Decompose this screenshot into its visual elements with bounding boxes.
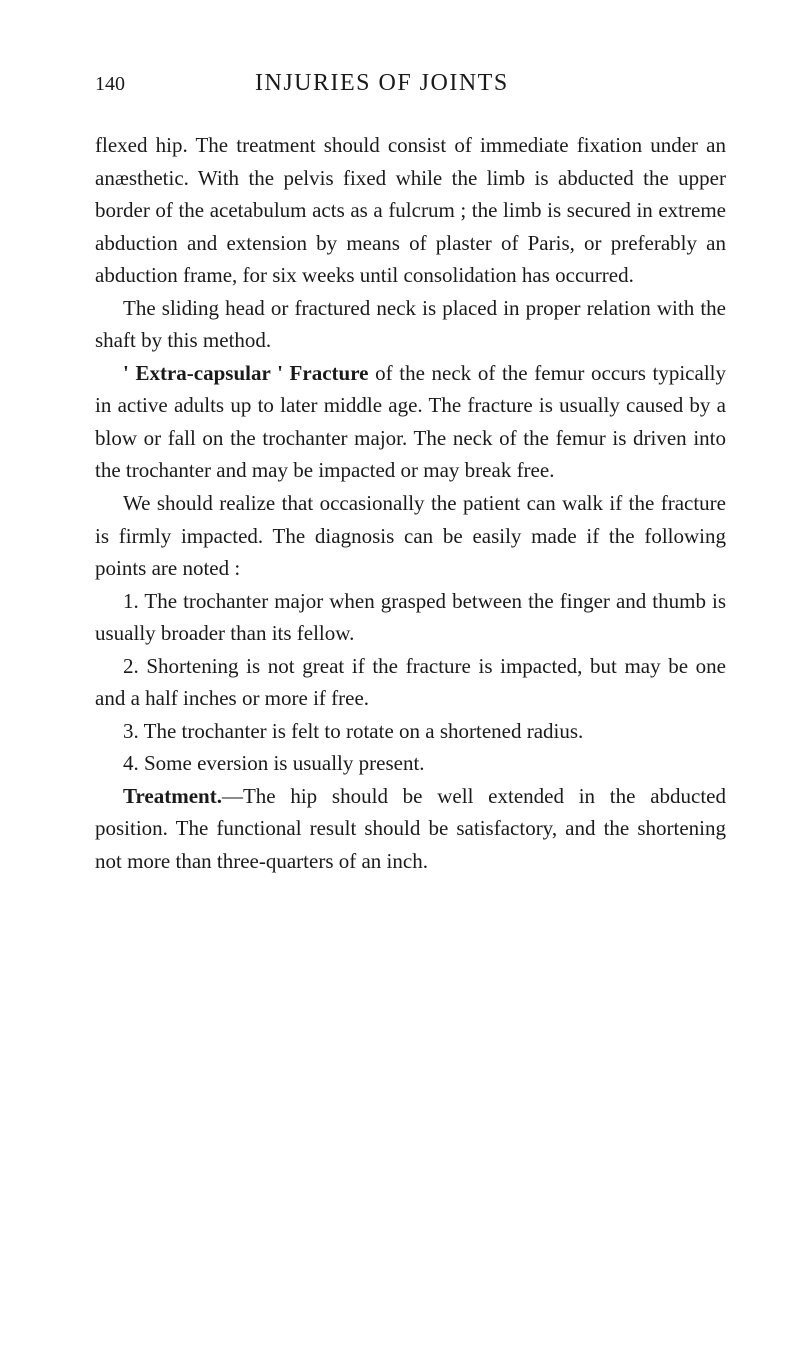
paragraph-5: 1. The trochanter major when grasped bet… — [95, 585, 726, 650]
page-number: 140 — [95, 73, 125, 96]
treatment-heading: Treatment. — [123, 784, 222, 808]
paragraph-1: flexed hip. The treatment should consist… — [95, 129, 726, 292]
paragraph-6: 2. Shortening is not great if the fractu… — [95, 650, 726, 715]
body-content: flexed hip. The treatment should consist… — [95, 129, 726, 878]
paragraph-4: We should realize that occasionally the … — [95, 487, 726, 585]
paragraph-8: 4. Some eversion is usually present. — [95, 747, 726, 780]
paragraph-7: 3. The trochanter is felt to rotate on a… — [95, 715, 726, 748]
extra-capsular-heading: ' Extra-capsular ' Fracture — [123, 361, 368, 385]
paragraph-9: Treatment.—The hip should be well extend… — [95, 780, 726, 878]
paragraph-2: The sliding head or fractured neck is pl… — [95, 292, 726, 357]
chapter-title: INJURIES OF JOINTS — [255, 70, 509, 97]
page-header: 140 INJURIES OF JOINTS — [95, 70, 726, 97]
paragraph-3: ' Extra-capsular ' Fracture of the neck … — [95, 357, 726, 487]
